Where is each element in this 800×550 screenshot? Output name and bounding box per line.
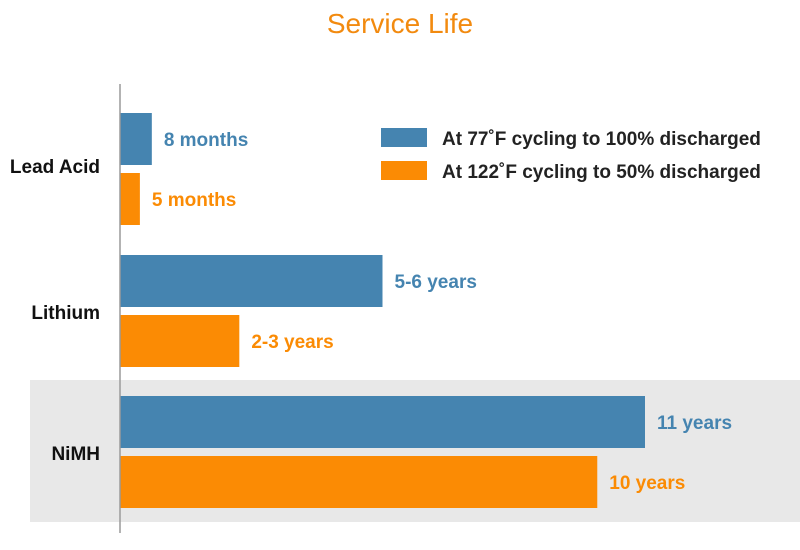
category-label-nimh: NiMH — [51, 444, 100, 465]
legend-label-series-1: At 77˚F cycling to 100% discharged — [442, 129, 761, 150]
legend-swatch-series-2 — [381, 161, 427, 180]
legend-label-series-2: At 122˚F cycling to 50% discharged — [442, 162, 761, 183]
bar-value-label-lithium-series-1: 5-6 years — [395, 272, 477, 293]
chart-title: Service Life — [326, 8, 474, 39]
bar-lithium-series-1 — [120, 255, 383, 307]
bar-value-label-nimh-series-1: 11 years — [657, 413, 732, 434]
bar-nimh-series-2 — [120, 456, 598, 508]
bar-value-label-lead-acid-series-2: 5 months — [152, 190, 236, 211]
legend-swatch-series-1 — [381, 128, 427, 147]
bar-value-label-lithium-series-2: 2-3 years — [251, 332, 333, 353]
bar-lead-acid-series-1 — [120, 113, 152, 165]
bar-value-label-lead-acid-series-1: 8 months — [164, 130, 248, 151]
category-label-lithium: Lithium — [31, 303, 100, 324]
bar-value-label-nimh-series-2: 10 years — [609, 473, 685, 494]
category-label-lead-acid: Lead Acid — [10, 157, 100, 178]
bar-nimh-series-1 — [120, 396, 645, 448]
bar-lithium-series-2 — [120, 315, 240, 367]
bar-lead-acid-series-2 — [120, 173, 140, 225]
